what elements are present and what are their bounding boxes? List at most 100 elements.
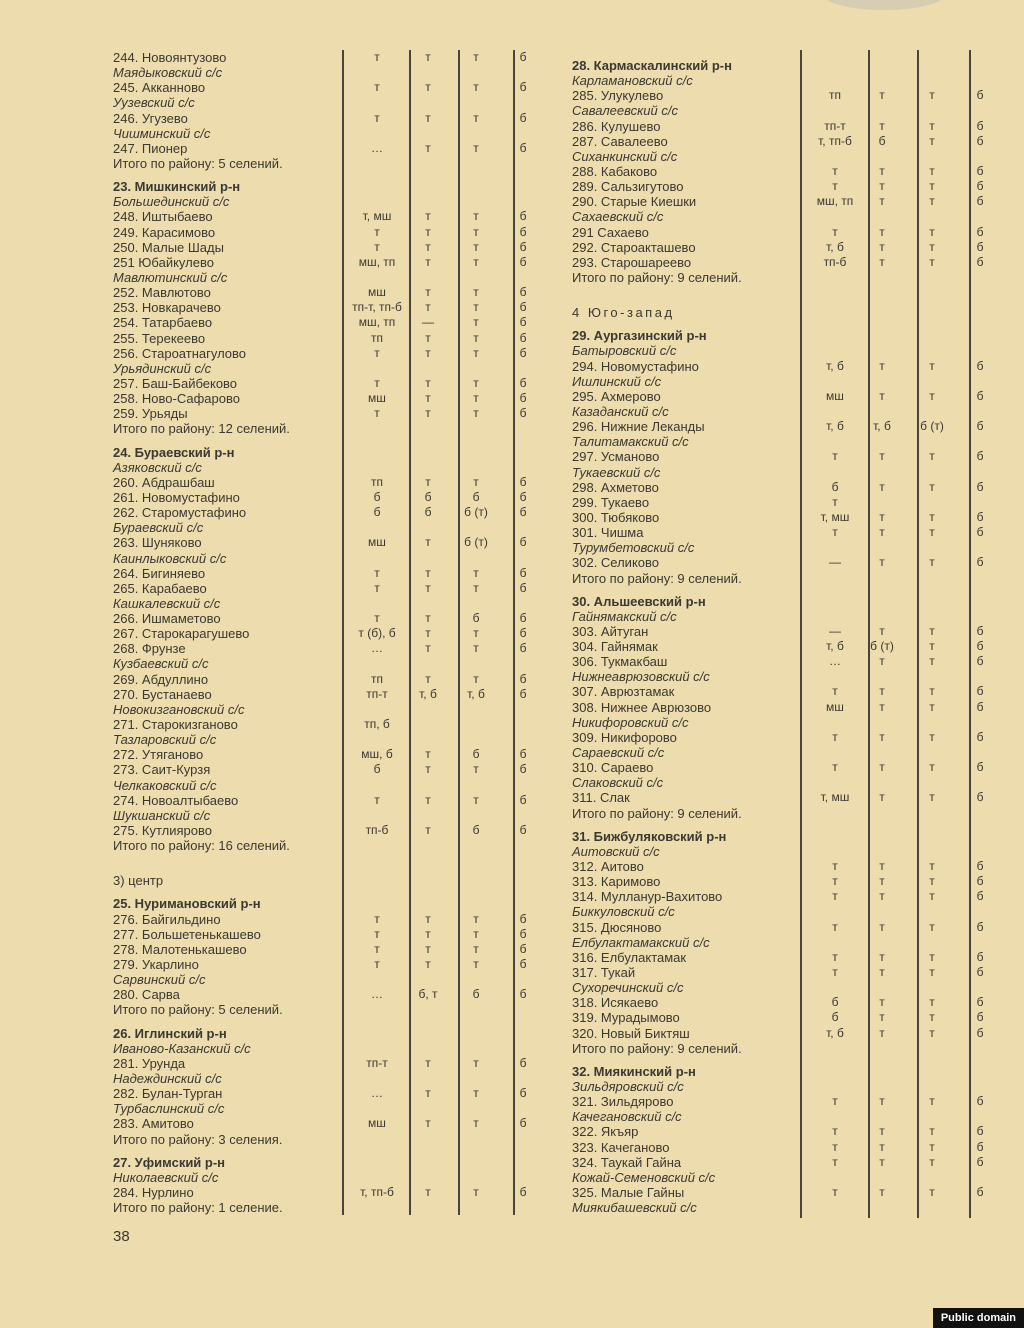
table-cell-col-2: т bbox=[425, 239, 431, 254]
table-cell-col-4: б bbox=[519, 505, 527, 520]
settlement-row: 295. Ахмерово мш т т б bbox=[572, 389, 1002, 404]
table-cell-col-2: т bbox=[425, 941, 431, 956]
table-cell-col-4: б bbox=[519, 957, 527, 972]
district-heading-text: 31. Бижбуляковский р-н bbox=[572, 828, 727, 844]
table-cell-col-2: т bbox=[425, 1184, 431, 1199]
council-label: Большединский с/с bbox=[113, 194, 543, 209]
table-cell-col-3: т bbox=[929, 509, 935, 524]
table-cell-col-3: т bbox=[929, 859, 935, 874]
settlement-row: 254. Татарбаево мш, тп — т б bbox=[113, 315, 543, 330]
table-cell-col-3: т bbox=[929, 995, 935, 1010]
settlement-name: 256. Староатнагулово bbox=[113, 345, 247, 361]
settlement-name: 288. Кабаково bbox=[572, 163, 658, 179]
district-heading-text: 29. Аургазинский р-н bbox=[572, 328, 707, 344]
table-cell-col-3: т bbox=[473, 224, 479, 239]
table-cell-col-2: т bbox=[879, 179, 885, 194]
table-cell-col-3: т bbox=[929, 654, 935, 669]
settlement-name: 253. Новкарачево bbox=[113, 300, 221, 316]
settlement-row: 250. Малые Шады т т т б bbox=[113, 240, 543, 255]
table-cell-col-3: б bbox=[472, 489, 480, 504]
table-cell-col-4: б bbox=[976, 995, 984, 1010]
table-cell-col-4: б bbox=[976, 889, 984, 904]
table-cell-col-1: т bbox=[832, 224, 838, 239]
table-cell-col-4: б bbox=[519, 209, 527, 224]
table-cell-col-2: т bbox=[879, 88, 885, 103]
table-cell-col-1: т bbox=[832, 760, 838, 775]
left-column: 244. Новоянтузово т т т б Маядыковский с/с 245… bbox=[113, 50, 543, 1215]
table-cell-col-1: тп bbox=[371, 474, 383, 489]
settlement-row: 249. Карасимово т т т б bbox=[113, 225, 543, 240]
table-cell-col-2: т bbox=[879, 760, 885, 775]
table-cell-col-3: т bbox=[929, 133, 935, 148]
settlement-name: 272. Утяганово bbox=[113, 747, 204, 763]
council-label: Тазларовский с/с bbox=[113, 732, 543, 747]
table-cell-col-1: т bbox=[374, 50, 380, 64]
council-label: Никифоровский с/с bbox=[572, 715, 1002, 730]
table-cell-col-3: т bbox=[929, 88, 935, 103]
settlement-name: 249. Карасимово bbox=[113, 224, 216, 240]
table-cell-col-4: б bbox=[976, 1124, 984, 1139]
table-cell-col-3: т bbox=[473, 406, 479, 421]
table-cell-col-1: т bbox=[374, 926, 380, 941]
council-label: Сарвинский с/с bbox=[113, 972, 543, 987]
table-cell-col-4: б bbox=[519, 50, 527, 64]
settlement-name: 244. Новоянтузово bbox=[113, 50, 227, 65]
table-cell-col-3: т bbox=[473, 580, 479, 595]
table-cell-col-3: т bbox=[473, 391, 479, 406]
table-cell-col-4: б bbox=[976, 1139, 984, 1154]
settlement-row: 297. Усманово т т т б bbox=[572, 449, 1002, 464]
table-cell-col-3: т bbox=[929, 179, 935, 194]
settlement-name: 276. Байгильдино bbox=[113, 911, 221, 927]
settlement-name: 298. Ахметово bbox=[572, 479, 659, 495]
council-label: Каинлыковский с/с bbox=[113, 551, 543, 566]
table-cell-col-3: т bbox=[473, 565, 479, 580]
table-cell-col-3: т bbox=[473, 239, 479, 254]
table-cell-col-2: т bbox=[425, 1116, 431, 1131]
table-cell-col-2: т, б bbox=[419, 686, 437, 701]
table-cell-col-1: т bbox=[832, 179, 838, 194]
table-cell-col-4: б bbox=[519, 110, 527, 125]
council-label-text: Сарвинский с/с bbox=[113, 972, 206, 988]
column-divider bbox=[868, 50, 870, 1218]
district-total: Итого по району: 5 селений. bbox=[113, 156, 543, 171]
table-cell-col-4: б bbox=[519, 330, 527, 345]
settlement-name: 283. Амитово bbox=[113, 1116, 194, 1132]
settlement-row: 316. Елбулактамак т т т б bbox=[572, 950, 1002, 965]
table-cell-col-4: б bbox=[519, 285, 527, 300]
table-cell-col-3: б (т) bbox=[464, 535, 488, 550]
settlement-row: 311. Слак т, мш т т б bbox=[572, 790, 1002, 805]
table-cell-col-3: т bbox=[473, 626, 479, 641]
table-cell-col-4: б bbox=[519, 224, 527, 239]
table-cell-col-1: мш bbox=[368, 285, 386, 300]
district-total-text: Итого по району: 5 селений. bbox=[113, 155, 283, 171]
table-cell-col-4: б bbox=[519, 474, 527, 489]
table-cell-col-2: т bbox=[425, 580, 431, 595]
table-cell-col-2: т bbox=[425, 285, 431, 300]
table-cell-col-2: т bbox=[879, 949, 885, 964]
district-heading: 24. Бураевский р-н bbox=[113, 445, 543, 460]
column-divider bbox=[969, 50, 971, 1218]
council-label-text: Елбулактамакский с/с bbox=[572, 934, 710, 950]
table-cell-col-3: т bbox=[473, 1184, 479, 1199]
settlement-row: 248. Иштыбаево т, мш т т б bbox=[113, 209, 543, 224]
table-cell-col-1: т bbox=[832, 1124, 838, 1139]
settlement-name: 274. Новоалтыбаево bbox=[113, 792, 239, 808]
settlement-row: 301. Чишма т т т б bbox=[572, 525, 1002, 540]
table-cell-col-1: мш, тп bbox=[816, 194, 854, 209]
settlement-name: 250. Малые Шады bbox=[113, 239, 224, 255]
council-label-text: Зильдяровский с/с bbox=[572, 1079, 684, 1094]
settlement-row: 284. Нурлино т, тп-б т т б bbox=[113, 1185, 543, 1200]
table-cell-col-4: б bbox=[519, 611, 527, 626]
settlement-row: 310. Сараево т т т б bbox=[572, 760, 1002, 775]
table-cell-col-1: т bbox=[832, 1184, 838, 1199]
settlement-row: 281. Урунда тп-т т т б bbox=[113, 1056, 543, 1071]
settlement-row: 244. Новоянтузово т т т б bbox=[113, 50, 543, 65]
district-heading: 28. Кармаскалинский р-н bbox=[572, 58, 1002, 73]
table-cell-col-3: т bbox=[929, 623, 935, 638]
settlement-name: 312. Аитово bbox=[572, 859, 644, 875]
settlement-row: 299. Тукаево т bbox=[572, 495, 1002, 510]
table-cell-col-4: б bbox=[519, 911, 527, 926]
table-cell-col-4: б bbox=[976, 449, 984, 464]
table-cell-col-2: т bbox=[425, 345, 431, 360]
settlement-name: 302. Селиково bbox=[572, 555, 660, 571]
